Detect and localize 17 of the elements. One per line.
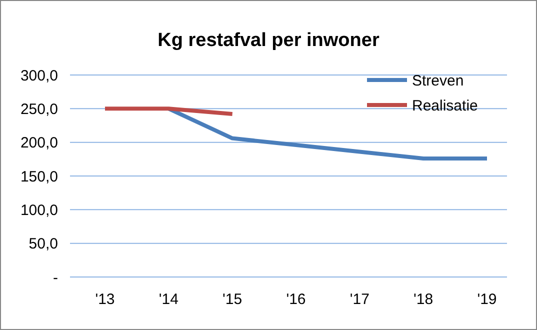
y-tick-label: 300,0 (20, 67, 58, 84)
legend-label: Streven (412, 72, 464, 90)
chart-title: Kg restafval per inwoner (158, 30, 380, 51)
y-tick-label: 200,0 (20, 134, 58, 152)
x-tick-label: '16 (286, 291, 306, 308)
x-tick-label: '19 (477, 291, 497, 308)
y-tick-label: 150,0 (20, 168, 58, 186)
legend-label: Realisatie (412, 97, 478, 114)
y-tick-label: 250,0 (20, 100, 58, 118)
y-tick-label: 100,0 (20, 202, 58, 219)
x-tick-label: '18 (414, 291, 434, 308)
y-tick-label: 50,0 (28, 236, 58, 253)
x-tick-label: '13 (95, 291, 115, 308)
x-tick-label: '15 (222, 291, 242, 308)
x-tick-label: '17 (350, 291, 370, 308)
x-tick-label: '14 (158, 291, 178, 308)
y-tick-label: - (53, 269, 58, 286)
